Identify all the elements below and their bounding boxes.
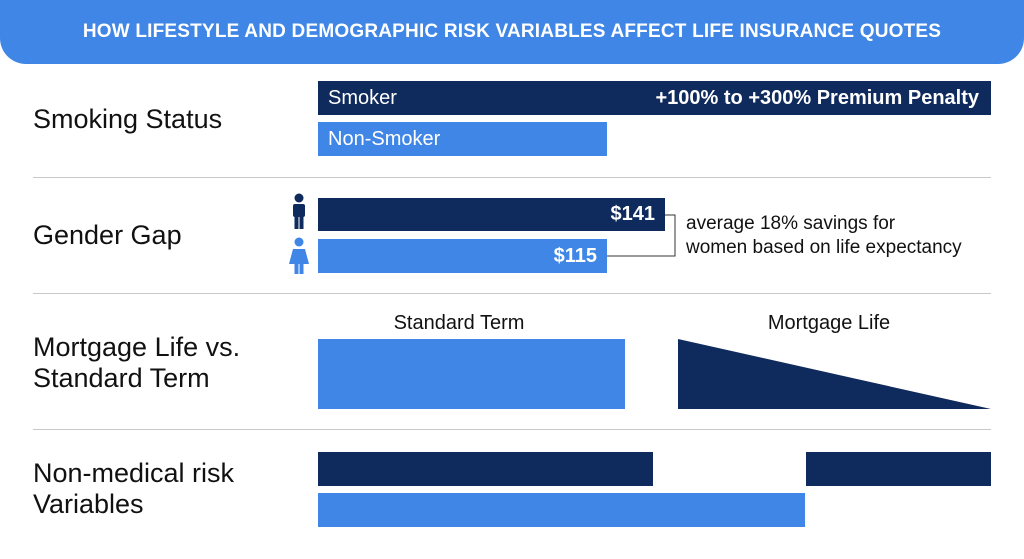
page-title: HOW LIFESTYLE AND DEMOGRAPHIC RISK VARIA… — [82, 21, 942, 42]
gender-note-bracket — [607, 214, 676, 257]
divider-2 — [33, 293, 991, 294]
nonmedical-dark-bar-right — [806, 452, 991, 486]
female-person-icon — [289, 237, 309, 274]
standard-term-label: Standard Term — [393, 312, 525, 334]
female-premium-label: $115 — [553, 245, 597, 267]
divider-1 — [33, 177, 991, 178]
divider-3 — [33, 429, 991, 430]
male-person-icon — [293, 193, 305, 229]
nonmedical-label-line2: Variables — [33, 489, 144, 519]
mortgage-label-line1: Mortgage Life vs. — [33, 332, 241, 362]
standard-term-coverage-bar — [318, 339, 625, 409]
smoking-status-label: Smoking Status — [33, 104, 223, 134]
header-banner: HOW LIFESTYLE AND DEMOGRAPHIC RISK VARIA… — [0, 0, 1024, 64]
non-smoker-bar: Non-Smoker — [318, 122, 607, 156]
smoker-bar: Smoker +100% to +300% Premium Penalty — [318, 81, 991, 115]
gender-gap-label: Gender Gap — [33, 220, 182, 250]
male-premium-label: $141 — [610, 203, 656, 225]
male-premium-bar: $141 — [318, 198, 665, 231]
smoker-bar-label: Smoker — [328, 87, 397, 109]
mortgage-life-decreasing-coverage — [678, 339, 991, 409]
non-smoker-bar-label: Non-Smoker — [328, 128, 441, 150]
mortgage-label-line2: Standard Term — [33, 363, 210, 393]
gender-note-line2: women based on life expectancy — [686, 237, 962, 258]
nonmedical-dark-bar-left — [318, 452, 653, 486]
nonmedical-label-line1: Non-medical risk — [33, 458, 235, 488]
mortgage-life-label: Mortgage Life — [767, 312, 891, 334]
smoker-penalty-label: +100% to +300% Premium Penalty — [655, 87, 980, 109]
gender-note-line1: average 18% savings for — [686, 213, 896, 234]
female-premium-bar: $115 — [318, 239, 607, 273]
nonmedical-light-bar — [318, 493, 805, 527]
